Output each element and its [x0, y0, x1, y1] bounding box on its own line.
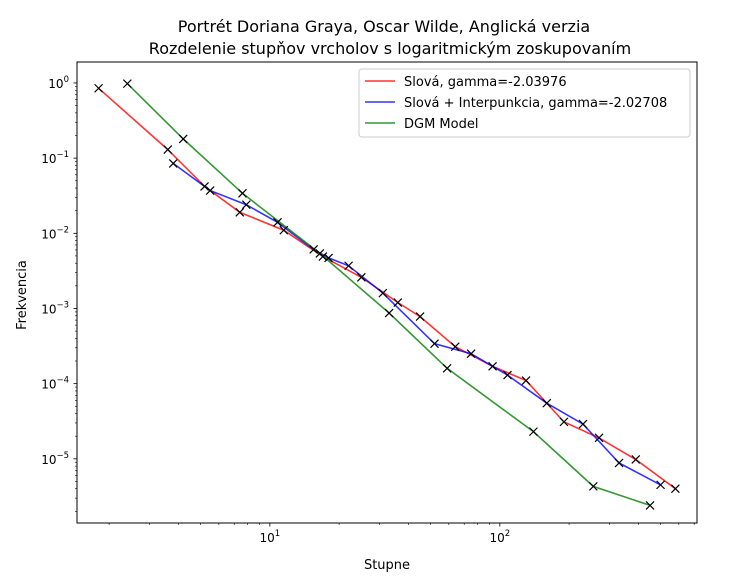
x-axis-label: Stupne	[364, 558, 410, 573]
legend-box	[358, 68, 691, 138]
data-point-1-2	[241, 200, 251, 210]
data-point-1-1	[205, 186, 215, 196]
data-point-2-5	[442, 363, 452, 373]
data-point-2-2	[238, 188, 247, 198]
legend-label-0: Slová, gamma=-2.03976	[404, 75, 567, 90]
legend-label-2: DGM Model	[404, 117, 478, 132]
data-point-0-4	[279, 225, 289, 235]
data-point-0-11	[521, 376, 531, 385]
legend: Slová, gamma=-2.03976 Slová + Interpunkci…	[358, 68, 691, 138]
y-tick-label-2: 10−2	[41, 225, 69, 241]
y-tick-label-5: 10−5	[41, 451, 69, 467]
data-point-1-5	[324, 253, 333, 263]
data-point-1-4	[309, 245, 319, 254]
data-point-1-7	[378, 288, 388, 298]
data-point-0-7	[393, 298, 403, 307]
data-point-0-3	[235, 207, 245, 217]
x-tick-label-0: 101	[260, 529, 281, 545]
y-tick-label-0: 100	[48, 75, 69, 91]
data-point-2-0	[122, 79, 132, 89]
data-point-2-6	[529, 427, 538, 437]
data-point-0-9	[450, 342, 460, 352]
data-point-2-1	[178, 134, 188, 144]
x-axis: 101 102	[108, 523, 695, 545]
data-point-1-13	[614, 458, 624, 468]
data-point-1-9	[466, 349, 476, 359]
data-point-1-14	[656, 480, 666, 490]
plot-frame	[76, 61, 698, 524]
legend-items: Slová, gamma=-2.03976 Slová + Interpunkci…	[365, 75, 667, 132]
chart-title-line2: Rozdelenie stupňov vrcholov s logaritmic…	[149, 39, 631, 58]
y-axis: 100 10−1 10−2 10−3 10−4 10−5	[41, 75, 77, 512]
series-line-0	[98, 87, 676, 490]
y-tick-label-3: 10−3	[41, 300, 69, 316]
data-point-1-12	[578, 419, 588, 429]
data-point-0-6	[356, 272, 366, 282]
y-tick-label-4: 10−4	[41, 376, 69, 392]
data-point-0-0	[94, 83, 104, 93]
data-point-2-8	[645, 500, 655, 510]
data-point-1-10	[503, 370, 512, 380]
data-point-1-11	[542, 398, 552, 408]
data-point-1-3	[273, 217, 282, 227]
y-axis-label: Frekvencia	[15, 260, 30, 330]
data-point-0-14	[631, 455, 641, 464]
series-layer	[94, 79, 680, 510]
data-point-2-4	[384, 308, 394, 318]
x-tick-label-1: 102	[489, 529, 510, 545]
data-point-0-15	[670, 484, 680, 494]
y-tick-label-1: 10−1	[41, 150, 69, 166]
data-point-2-3	[315, 248, 325, 258]
legend-label-1: Slová + Interpunkcia, gamma=-2.02708	[404, 96, 667, 111]
data-point-1-8	[430, 339, 439, 349]
data-point-0-8	[415, 312, 425, 322]
data-point-0-2	[200, 182, 209, 191]
chart-title-line1: Portrét Doriana Graya, Oscar Wilde, Angl…	[178, 17, 590, 36]
data-point-0-13	[594, 433, 604, 443]
data-point-0-12	[559, 417, 569, 427]
data-point-2-7	[588, 481, 598, 491]
data-point-1-6	[344, 261, 354, 271]
data-point-0-10	[488, 361, 498, 371]
data-point-0-1	[163, 145, 173, 154]
data-point-1-0	[168, 159, 178, 168]
